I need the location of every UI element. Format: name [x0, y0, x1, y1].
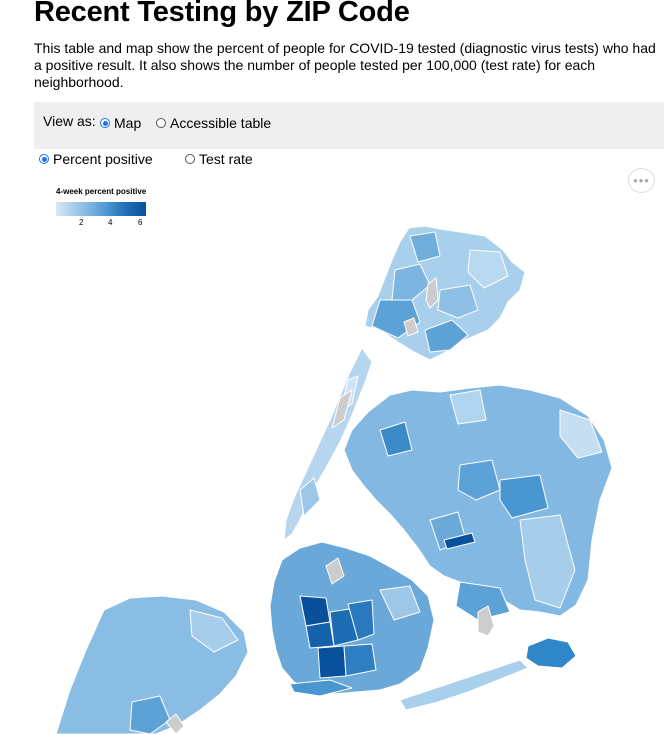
radio-unselected-icon[interactable] [185, 154, 195, 164]
zip-area[interactable] [391, 263, 431, 301]
legend-color-scale [56, 202, 146, 216]
zip-no-data[interactable] [477, 605, 495, 637]
zip-area[interactable] [305, 621, 335, 649]
zip-area[interactable] [455, 581, 511, 621]
legend-tick: 6 [138, 218, 143, 227]
page-title: Recent Testing by ZIP Code [34, 0, 410, 28]
zip-area[interactable] [347, 599, 375, 641]
view-table-radio[interactable]: Accessible table [156, 115, 271, 131]
zip-no-data[interactable] [325, 557, 345, 585]
view-map-label: Map [114, 115, 142, 131]
borough-rockaway[interactable] [399, 659, 529, 711]
view-as-label: View as: [43, 113, 96, 129]
zip-area[interactable] [189, 609, 239, 653]
zip-area[interactable] [449, 389, 487, 425]
radio-unselected-icon[interactable] [156, 118, 166, 128]
percent-positive-radio[interactable]: Percent positive [39, 151, 153, 167]
zip-area[interactable] [317, 645, 347, 679]
radio-selected-icon[interactable] [39, 154, 49, 164]
test-rate-radio[interactable]: Test rate [185, 151, 253, 167]
view-map-radio[interactable]: Map [100, 115, 141, 131]
zip-area[interactable] [129, 695, 171, 734]
zip-area[interactable] [559, 409, 603, 459]
percent-positive-label: Percent positive [53, 151, 153, 167]
page-description: This table and map show the percent of p… [34, 40, 656, 90]
zip-area[interactable] [343, 643, 377, 677]
zip-area[interactable] [499, 474, 549, 519]
zip-no-data[interactable] [331, 389, 353, 429]
legend-tick: 4 [108, 218, 113, 227]
legend-title: 4-week percent positive [56, 187, 147, 196]
zip-area[interactable] [379, 421, 413, 457]
zip-no-data[interactable] [165, 713, 185, 734]
zip-area[interactable] [443, 532, 476, 550]
view-toggle-bar: View as: Map Accessible table [34, 102, 664, 149]
zip-area[interactable] [519, 514, 576, 609]
zip-area[interactable] [379, 585, 421, 621]
zip-area[interactable] [525, 637, 577, 669]
more-options-button[interactable]: ••• [628, 168, 655, 193]
zip-area[interactable] [457, 459, 501, 501]
view-table-label: Accessible table [170, 115, 272, 131]
zip-area[interactable] [437, 284, 479, 319]
zip-area[interactable] [424, 319, 469, 353]
zip-area[interactable] [467, 249, 509, 289]
more-dots-icon: ••• [633, 173, 650, 188]
zip-no-data[interactable] [425, 277, 439, 309]
legend-tick: 2 [79, 218, 84, 227]
zip-area[interactable] [299, 477, 321, 517]
zip-area[interactable] [289, 679, 353, 697]
test-rate-label: Test rate [199, 151, 253, 167]
zip-area[interactable] [409, 231, 441, 263]
radio-selected-icon[interactable] [100, 118, 110, 128]
zip-no-data[interactable] [403, 317, 419, 337]
